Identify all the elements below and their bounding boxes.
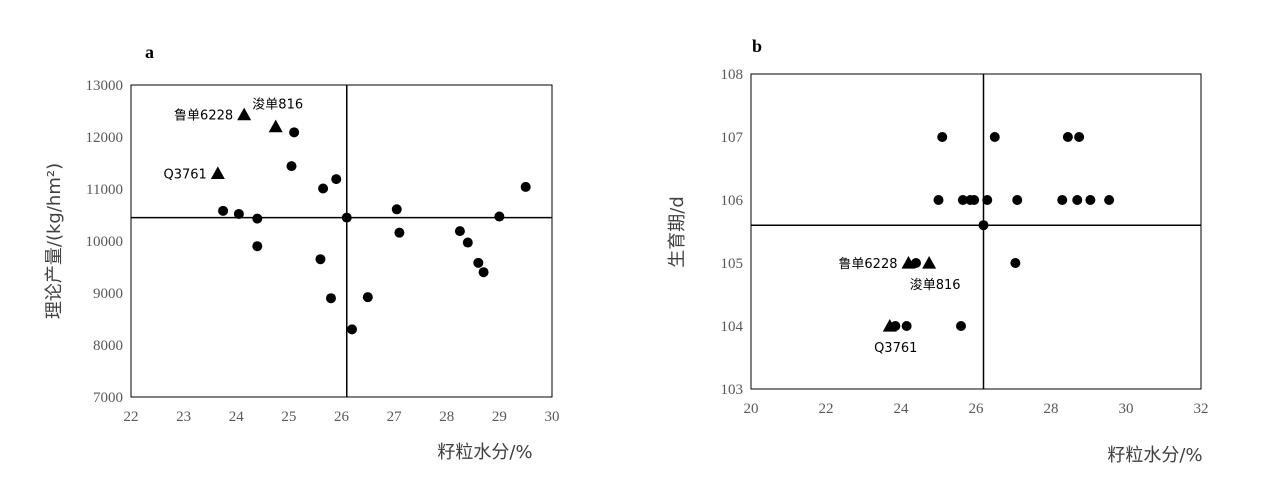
data-point-circle <box>933 195 944 205</box>
data-point-triangle <box>922 256 937 269</box>
data-point-circle <box>252 213 263 224</box>
data-point-circle <box>1074 132 1085 142</box>
point-annotation: 浚单816 <box>252 98 303 113</box>
y-tick-label: 9000 <box>93 286 123 302</box>
annotations-b: 鲁单6228 浚单816 Q3761 <box>838 257 960 356</box>
data-point-circle <box>1010 258 1021 268</box>
point-annotation: 浚单816 <box>910 278 961 293</box>
data-point-circle <box>391 204 402 215</box>
data-point-circle <box>989 132 1000 142</box>
x-tick-label: 25 <box>281 409 296 425</box>
point-annotation: 鲁单6228 <box>838 257 897 272</box>
x-tick-label: 30 <box>545 409 560 425</box>
x-tick-label: 26 <box>334 409 350 425</box>
data-point-circle <box>252 241 263 252</box>
y-tick-label: 7000 <box>93 390 123 406</box>
annotations-a: 鲁单6228 浚单816 Q3761 <box>164 98 304 183</box>
tick-labels-a: 22 23 24 25 26 27 28 29 30 7000 8000 9000 10000 11000… <box>86 78 560 425</box>
x-axis-label-a: 籽粒水分/% <box>437 442 532 463</box>
y-tick-label: 107 <box>721 130 744 146</box>
data-point-circle <box>969 195 980 205</box>
plot-frame-a <box>130 84 553 398</box>
x-tick-label: 24 <box>229 409 245 425</box>
data-point-circle <box>478 267 489 278</box>
y-tick-label: 8000 <box>93 338 123 354</box>
y-axis-label-b: 生育期/d <box>667 196 688 268</box>
data-point-circle <box>1104 195 1115 205</box>
data-point-circle <box>341 212 352 223</box>
data-point-circle <box>1057 195 1068 205</box>
x-tick-label: 24 <box>894 401 910 417</box>
x-tick-label: 22 <box>124 409 139 425</box>
x-tick-label: 26 <box>969 401 985 417</box>
point-annotation: Q3761 <box>874 341 917 356</box>
x-tick-label: 32 <box>1194 401 1209 417</box>
y-tick-label: 104 <box>721 319 744 335</box>
data-point-circle <box>394 227 405 238</box>
tick-labels-b: 20 22 24 26 28 30 32 103 104 105 106 107 108 <box>721 67 1209 417</box>
x-tick-label: 20 <box>744 401 759 417</box>
y-tick-label: 106 <box>721 193 744 209</box>
data-point-circle <box>978 220 989 231</box>
x-tick-label: 28 <box>1044 401 1059 417</box>
panel-label-b: b <box>752 36 762 56</box>
x-tick-label: 29 <box>492 409 507 425</box>
data-point-circle <box>331 174 342 185</box>
data-points-a <box>210 107 531 335</box>
data-point-circle <box>347 324 358 335</box>
data-point-circle <box>473 257 484 268</box>
data-point-triangle <box>882 319 897 332</box>
data-point-circle <box>289 127 300 138</box>
x-axis-label-b: 籽粒水分/% <box>1107 445 1202 466</box>
data-point-circle <box>318 183 329 194</box>
data-point-triangle <box>268 119 283 133</box>
data-point-circle <box>462 237 473 248</box>
y-axis-label-a: 理论产量/(kg/hm²) <box>44 163 65 319</box>
data-point-circle <box>901 321 912 331</box>
data-point-circle <box>315 254 326 265</box>
data-points-b <box>882 132 1115 332</box>
y-tick-label: 105 <box>721 256 744 272</box>
data-point-circle <box>957 195 968 205</box>
reference-lines-a <box>131 85 552 397</box>
x-tick-label: 30 <box>1119 401 1134 417</box>
y-tick-label: 103 <box>721 382 744 398</box>
y-tick-label: 11000 <box>86 182 123 198</box>
y-tick-label: 108 <box>721 67 744 83</box>
data-point-circle <box>362 292 373 303</box>
reference-lines-b <box>751 74 1201 389</box>
data-point-circle <box>982 195 993 205</box>
panel-a: a 22 23 24 25 26 27 28 29 30 7000 8000 9000 10000 110… <box>44 42 560 463</box>
data-point-triangle <box>901 256 916 269</box>
plot-frame-b <box>750 73 1202 390</box>
data-point-circle <box>1012 195 1023 205</box>
data-point-circle <box>520 181 531 192</box>
y-tick-label: 12000 <box>86 130 124 146</box>
data-point-circle <box>956 321 966 331</box>
data-point-circle <box>1072 195 1083 205</box>
x-tick-label: 28 <box>439 409 454 425</box>
data-point-circle <box>233 208 244 219</box>
data-point-circle <box>1085 195 1096 205</box>
panel-label-a: a <box>145 42 154 62</box>
data-point-circle <box>454 226 465 237</box>
y-tick-label: 13000 <box>86 78 124 94</box>
data-point-circle <box>494 211 505 222</box>
point-annotation: 鲁单6228 <box>174 109 233 124</box>
data-point-circle <box>286 161 297 172</box>
data-point-circle <box>937 132 948 142</box>
y-tick-label: 10000 <box>86 234 124 250</box>
data-point-circle <box>325 293 336 304</box>
x-tick-label: 27 <box>387 409 403 425</box>
panel-b: b 20 22 24 26 28 30 32 103 104 105 106 107 108 鲁单622… <box>667 36 1209 466</box>
data-point-triangle <box>210 166 225 179</box>
point-annotation: Q3761 <box>164 167 207 182</box>
x-tick-label: 22 <box>819 401 834 417</box>
x-tick-label: 23 <box>176 409 191 425</box>
data-point-circle <box>1062 132 1073 142</box>
data-point-circle <box>218 205 229 216</box>
data-point-triangle <box>237 107 252 121</box>
